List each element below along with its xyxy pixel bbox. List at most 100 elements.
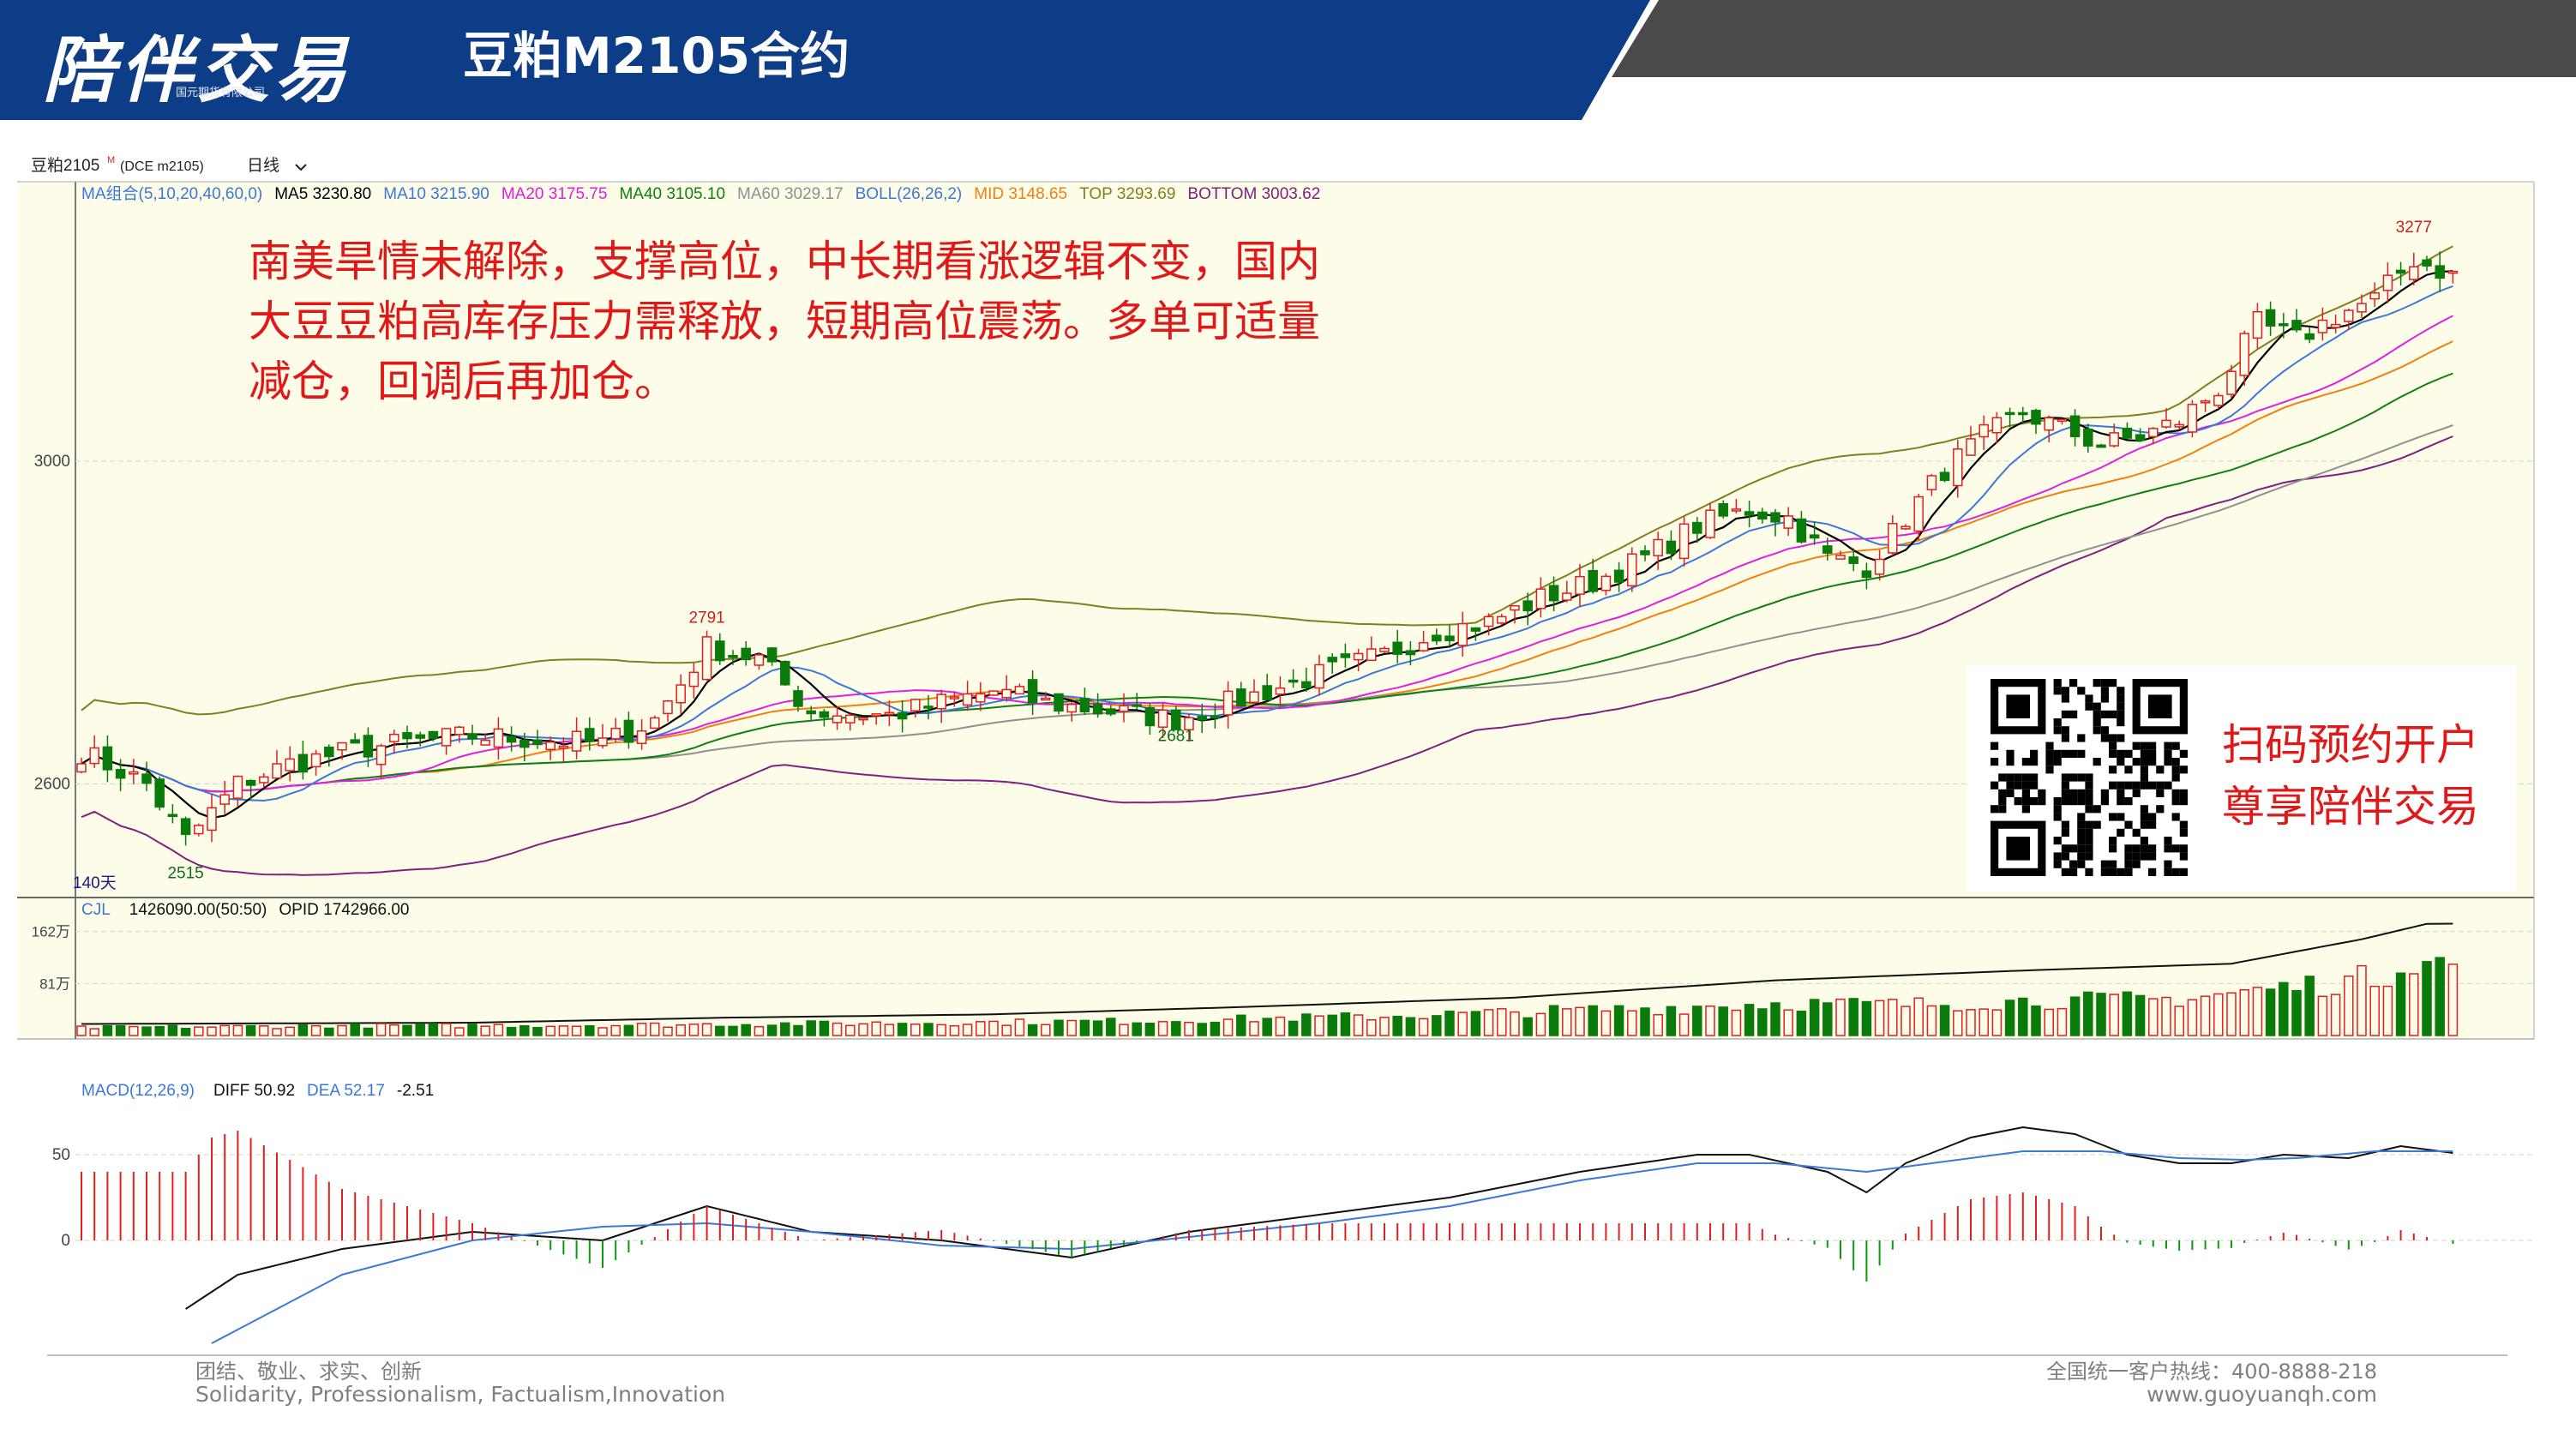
qr-module <box>2021 773 2030 782</box>
candle <box>2213 394 2224 406</box>
qr-module <box>2006 781 2015 790</box>
qr-module <box>2093 805 2101 814</box>
qr-module <box>2171 789 2180 797</box>
candle <box>1809 534 1820 539</box>
period-select[interactable]: 日线 <box>247 156 279 175</box>
volume-bar <box>2304 976 2315 1036</box>
volume-bar <box>2435 957 2445 1036</box>
volume-bar <box>1796 1010 1807 1036</box>
candle <box>2291 320 2302 331</box>
volume-bar <box>1835 998 1846 1036</box>
qr-module <box>2069 844 2078 853</box>
volume-bar <box>102 1024 113 1036</box>
qr-module <box>2117 828 2125 837</box>
candle <box>1991 417 2003 434</box>
qr-module <box>2164 781 2172 790</box>
volume-bar <box>1236 1014 1246 1036</box>
qr-module <box>2171 758 2180 766</box>
volume-bar <box>141 1026 152 1036</box>
volume-bar <box>1510 1011 1520 1036</box>
qr-module <box>2132 742 2141 750</box>
candle <box>806 710 816 715</box>
kline-chart[interactable]: 豆粕2105 M (DCE m2105) 日线 3000 2600 162万 81万 5… <box>17 147 2555 1348</box>
qr-module <box>2045 766 2054 774</box>
volume-bar <box>2252 987 2263 1036</box>
candle <box>845 714 856 724</box>
volume-bar <box>350 1023 360 1036</box>
qr-module <box>2053 749 2062 758</box>
qr-module <box>1991 758 1999 766</box>
ma-legend-item: MA10 3215.90 <box>383 185 489 203</box>
qr-module <box>2006 758 2015 766</box>
diff-line <box>185 1126 2453 1310</box>
qr-caption: 尊享陪伴交易 <box>2222 783 2479 831</box>
ma-legend-label: MA组合(5,10,20,40,60,0) <box>81 184 262 203</box>
qr-module <box>2030 773 2039 782</box>
candle <box>141 773 152 784</box>
candle <box>232 775 243 799</box>
volume-bar <box>2148 998 2159 1036</box>
candle <box>976 693 986 703</box>
candle <box>1966 438 1976 456</box>
volume-bar <box>1001 1024 1012 1036</box>
candle <box>1497 615 1507 624</box>
qr-module <box>2061 749 2069 758</box>
volume-bar <box>1888 999 1898 1036</box>
candle <box>1119 705 1129 712</box>
volume-bar <box>1379 1017 1390 1036</box>
qr-module <box>2117 758 2125 766</box>
volume-bar <box>363 1027 374 1036</box>
candle <box>571 730 582 752</box>
qr-module <box>2053 852 2062 861</box>
qr-module <box>2061 726 2069 735</box>
qr-module <box>2021 805 2030 814</box>
qr-module <box>2061 789 2069 797</box>
volume-bar <box>1991 1009 2003 1036</box>
volume-bar <box>1874 1000 1885 1036</box>
volume-bar <box>1066 1019 1077 1036</box>
candle <box>1770 512 1780 523</box>
volume-bar <box>636 1023 647 1036</box>
volume-bar <box>1432 1015 1442 1036</box>
volume-bar <box>1718 1006 1728 1036</box>
qr-module <box>2117 797 2125 806</box>
qr-module <box>2021 781 2030 790</box>
volume-bar <box>1861 1000 1872 1036</box>
candle <box>1692 521 1702 534</box>
days-label: 140天 <box>73 874 117 892</box>
candle <box>1027 679 1038 704</box>
candle <box>597 737 608 747</box>
volume-bar <box>545 1025 555 1036</box>
candle <box>1366 648 1377 662</box>
qr-module <box>2061 694 2069 703</box>
qr-module <box>2021 758 2030 766</box>
volume-legend-value: 1426090.00(50:50) <box>129 901 267 919</box>
candle <box>272 763 282 779</box>
volume-bar <box>1483 1009 1494 1036</box>
volume-bar <box>454 1027 465 1036</box>
chevron-down-icon[interactable] <box>295 164 307 171</box>
volume-bar <box>1106 1018 1116 1036</box>
candle <box>89 747 99 765</box>
candle <box>832 715 843 724</box>
qr-module <box>2069 789 2078 797</box>
qr-module <box>2069 773 2078 782</box>
footer-website[interactable]: www.guoyuanqh.com <box>2147 1382 2377 1407</box>
chart-area <box>75 182 2534 1039</box>
qr-module <box>2109 742 2117 750</box>
volume-bar <box>910 1023 921 1036</box>
qr-module <box>2069 679 2078 687</box>
qr-module <box>2006 789 2015 797</box>
volume-bar <box>1197 1023 1207 1036</box>
candle <box>766 647 778 663</box>
y-tick-label: 50 <box>52 1146 70 1164</box>
volume-legend: CJL 1426090.00(50:50) OPID 1742966.00 <box>81 901 410 919</box>
candle <box>428 730 439 739</box>
volume-bar <box>1041 1024 1051 1036</box>
volume-bar <box>389 1024 399 1036</box>
volume-bar <box>402 1024 412 1036</box>
candle <box>519 739 530 748</box>
qr-module <box>2148 852 2157 861</box>
qr-code-icon[interactable] <box>1984 672 2195 883</box>
volume-bar <box>2422 961 2432 1036</box>
